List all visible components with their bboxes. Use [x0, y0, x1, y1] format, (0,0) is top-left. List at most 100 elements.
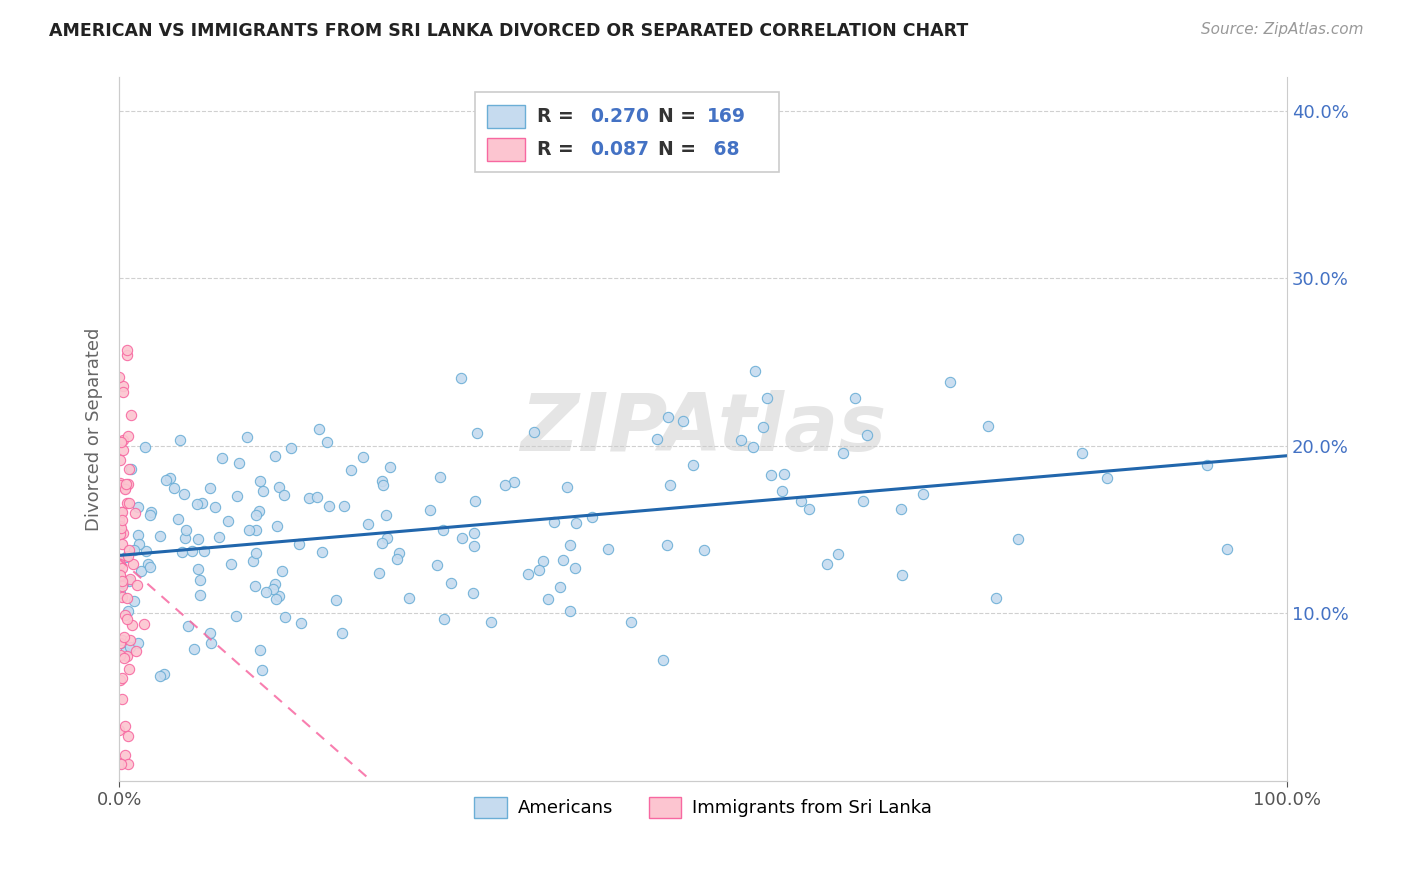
Americans [263, 449, 285, 463]
Americans [198, 626, 221, 640]
Americans [598, 541, 620, 556]
Immigrants from Sri Lanka [117, 549, 139, 564]
Americans [127, 528, 149, 542]
Americans [1071, 446, 1094, 460]
Americans [844, 392, 866, 406]
Americans [170, 545, 193, 559]
Americans [308, 422, 330, 436]
Americans [672, 414, 695, 428]
Immigrants from Sri Lanka [115, 495, 138, 509]
Americans [759, 468, 782, 483]
Immigrants from Sri Lanka [111, 505, 134, 519]
Immigrants from Sri Lanka [111, 513, 134, 527]
Americans [463, 586, 485, 600]
Text: ZIPAtlas: ZIPAtlas [520, 390, 886, 468]
Text: N =: N = [645, 140, 702, 159]
Americans [1216, 542, 1239, 557]
Immigrants from Sri Lanka [118, 542, 141, 557]
Immigrants from Sri Lanka [125, 644, 148, 658]
Americans [770, 484, 793, 499]
Americans [225, 609, 247, 624]
Immigrants from Sri Lanka [121, 617, 143, 632]
Immigrants from Sri Lanka [110, 434, 132, 449]
Americans [181, 544, 204, 558]
Immigrants from Sri Lanka [114, 483, 136, 497]
Americans [135, 544, 157, 558]
Americans [657, 410, 679, 425]
Americans [352, 450, 374, 464]
Americans [620, 615, 643, 630]
Immigrants from Sri Lanka [118, 496, 141, 510]
Americans [247, 504, 270, 518]
Immigrants from Sri Lanka [108, 370, 131, 384]
Americans [367, 566, 389, 581]
Immigrants from Sri Lanka [120, 633, 142, 648]
Americans [371, 536, 394, 550]
Americans [1197, 458, 1219, 473]
Americans [318, 499, 340, 513]
Americans [163, 481, 186, 495]
Americans [790, 493, 813, 508]
Americans [939, 375, 962, 389]
Immigrants from Sri Lanka [111, 579, 134, 593]
Americans [191, 496, 214, 510]
Immigrants from Sri Lanka [108, 568, 131, 582]
Americans [166, 512, 188, 526]
Immigrants from Sri Lanka [112, 651, 135, 665]
Americans [543, 515, 565, 529]
Americans [250, 663, 273, 677]
Americans [149, 529, 172, 543]
Americans [187, 562, 209, 576]
Immigrants from Sri Lanka [110, 505, 132, 519]
Immigrants from Sri Lanka [111, 590, 134, 604]
Americans [536, 591, 558, 606]
Immigrants from Sri Lanka [108, 558, 131, 572]
Americans [217, 514, 239, 528]
Immigrants from Sri Lanka [115, 649, 138, 664]
Americans [245, 546, 267, 560]
Americans [463, 539, 485, 553]
Americans [245, 579, 267, 593]
Bar [486, 105, 524, 128]
Text: N =: N = [645, 107, 702, 126]
Immigrants from Sri Lanka [110, 527, 132, 541]
Text: 0.270: 0.270 [591, 107, 650, 126]
Text: AMERICAN VS IMMIGRANTS FROM SRI LANKA DIVORCED OR SEPARATED CORRELATION CHART: AMERICAN VS IMMIGRANTS FROM SRI LANKA DI… [49, 22, 969, 40]
Americans [177, 619, 200, 633]
Americans [339, 463, 361, 477]
Immigrants from Sri Lanka [111, 384, 134, 399]
Immigrants from Sri Lanka [111, 671, 134, 685]
Immigrants from Sri Lanka [110, 757, 132, 772]
Americans [204, 500, 226, 515]
Americans [139, 559, 162, 574]
Americans [228, 456, 250, 470]
Americans [266, 519, 288, 533]
Immigrants from Sri Lanka [134, 617, 156, 632]
Americans [645, 432, 668, 446]
Immigrants from Sri Lanka [117, 476, 139, 491]
FancyBboxPatch shape [475, 92, 779, 172]
Americans [852, 493, 875, 508]
Americans [127, 636, 149, 650]
Americans [730, 433, 752, 447]
Americans [658, 478, 681, 492]
Immigrants from Sri Lanka [122, 558, 145, 572]
Americans [122, 542, 145, 557]
Americans [1095, 471, 1118, 485]
Immigrants from Sri Lanka [110, 569, 132, 583]
Americans [254, 584, 277, 599]
Americans [136, 557, 159, 571]
Immigrants from Sri Lanka [111, 574, 134, 588]
Immigrants from Sri Lanka [108, 452, 131, 467]
Americans [245, 508, 267, 522]
Immigrants from Sri Lanka [108, 636, 131, 650]
Americans [325, 592, 347, 607]
Americans [264, 592, 287, 607]
Americans [553, 553, 575, 567]
Americans [186, 497, 208, 511]
Americans [270, 564, 292, 578]
Americans [742, 440, 765, 454]
Americans [242, 553, 264, 567]
Text: 169: 169 [707, 107, 745, 126]
Immigrants from Sri Lanka [108, 513, 131, 527]
